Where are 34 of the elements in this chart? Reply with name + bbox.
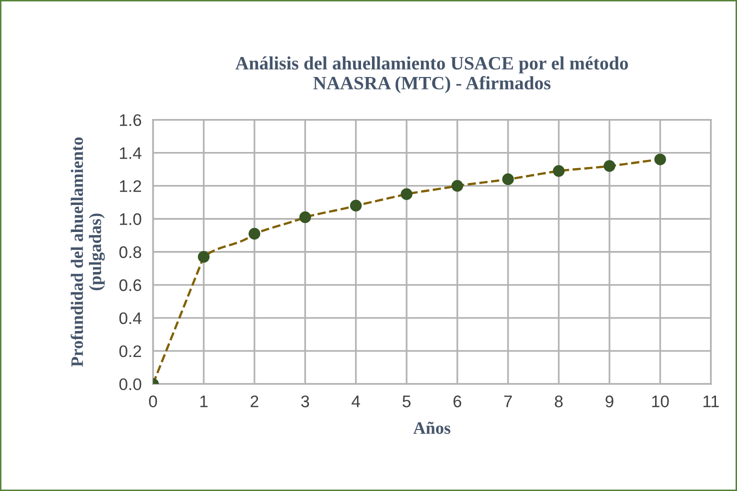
x-tick-label: 11 <box>704 396 719 408</box>
x-axis-title: Años <box>413 422 450 434</box>
y-tick-label: 0.2 <box>119 345 142 358</box>
chart-title: Análisis del ahuellamiento USACE por el método NAASRA (MTC) - Afirmados <box>235 56 628 94</box>
x-tick-label: 7 <box>504 396 512 408</box>
point <box>451 180 464 192</box>
x-tick-label: 1 <box>200 396 208 408</box>
y-axis-title: Profundidad del ahuellamiento (pulgadas) <box>70 137 105 367</box>
point <box>502 173 514 186</box>
point <box>299 211 312 224</box>
x-tick-label: 9 <box>606 396 614 408</box>
y-tick-label: 1.4 <box>120 147 142 159</box>
y-tick-label: 1.2 <box>120 180 142 192</box>
x-tick-label: 5 <box>402 396 411 408</box>
y-tick-label: 0.8 <box>119 246 142 258</box>
x-tick-label: 4 <box>352 396 360 408</box>
y-tick-label: 0.0 <box>119 378 142 390</box>
x-tick-label: 6 <box>454 396 462 408</box>
point <box>400 188 412 200</box>
x-tick-label: 0 <box>149 396 157 408</box>
point <box>552 165 565 177</box>
y-tick-label: 1.6 <box>120 114 142 126</box>
x-tick-label: 8 <box>554 396 563 408</box>
x-tick-label: 3 <box>301 396 310 408</box>
x-tick-label: 10 <box>652 396 669 408</box>
point <box>350 200 362 212</box>
y-tick-label: 0.6 <box>119 279 142 292</box>
x-tick-label: 2 <box>250 396 258 408</box>
point <box>198 250 210 263</box>
y-tick-label: 1.0 <box>120 213 142 226</box>
y-tick-label: 0.4 <box>119 312 142 324</box>
point <box>654 154 666 166</box>
point <box>248 228 260 240</box>
point <box>604 160 616 172</box>
